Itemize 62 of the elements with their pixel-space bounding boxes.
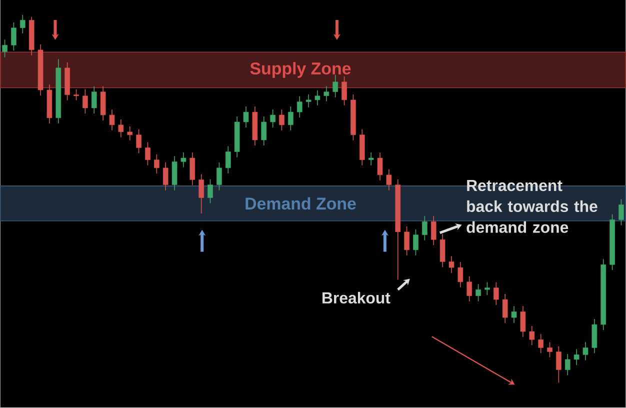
candlestick — [538, 334, 544, 354]
candlestick — [324, 86, 330, 102]
candlestick — [306, 94, 312, 108]
candlestick — [288, 106, 294, 132]
candlestick — [574, 348, 580, 366]
candlestick — [136, 129, 142, 154]
candlestick — [154, 154, 160, 174]
candlestick — [162, 162, 168, 191]
candlestick — [74, 89, 79, 101]
candlestick — [208, 179, 213, 204]
candlestick — [82, 89, 88, 114]
candlestick — [422, 216, 428, 241]
candlestick — [458, 262, 464, 288]
candlestick — [243, 106, 249, 128]
candlestick — [476, 284, 481, 302]
candlestick — [404, 226, 410, 256]
candlestick — [448, 256, 454, 274]
band-label: Demand Zone — [246, 197, 356, 210]
candlestick — [342, 76, 347, 106]
candlestick — [2, 39, 8, 58]
candlestick — [279, 109, 284, 132]
candlestick — [100, 86, 106, 122]
candlestick — [430, 216, 436, 246]
candlestick — [494, 282, 499, 306]
candlestick — [180, 152, 186, 168]
candlestick — [332, 74, 338, 98]
candlestick — [20, 14, 26, 34]
candlestick — [466, 276, 472, 302]
candlestick — [172, 156, 178, 191]
candlestick — [190, 152, 196, 186]
candlestick — [618, 198, 624, 226]
candlestick — [314, 90, 320, 106]
candlestick — [520, 306, 526, 338]
candlestick — [377, 152, 383, 182]
candlestick — [296, 96, 302, 118]
candlestick — [529, 326, 535, 346]
candlestick — [386, 169, 392, 191]
candlestick — [440, 234, 446, 268]
candlestick — [547, 342, 552, 358]
candlestick — [198, 174, 204, 214]
candlestick — [413, 229, 418, 256]
band-label: Supply Zone — [250, 62, 351, 78]
candlestick — [127, 126, 133, 141]
candlestick — [109, 109, 115, 132]
candlestick — [556, 346, 562, 384]
candlestick — [216, 162, 222, 191]
candlestick — [11, 22, 16, 52]
annotation: Retracement back towards the demand zone — [466, 180, 598, 234]
candlestick — [592, 318, 598, 354]
candlestick — [511, 306, 517, 324]
annotation: Breakout — [322, 292, 390, 304]
candlestick — [564, 354, 570, 376]
candlestick — [484, 282, 490, 296]
candlestick — [261, 116, 267, 146]
candlestick — [270, 109, 276, 128]
candlestick — [502, 294, 508, 324]
candlestick — [91, 86, 97, 114]
candlestick — [225, 146, 231, 174]
candlestick — [368, 152, 374, 166]
candlestick — [118, 119, 124, 138]
candlestick — [145, 142, 150, 166]
candlestick — [582, 342, 588, 361]
